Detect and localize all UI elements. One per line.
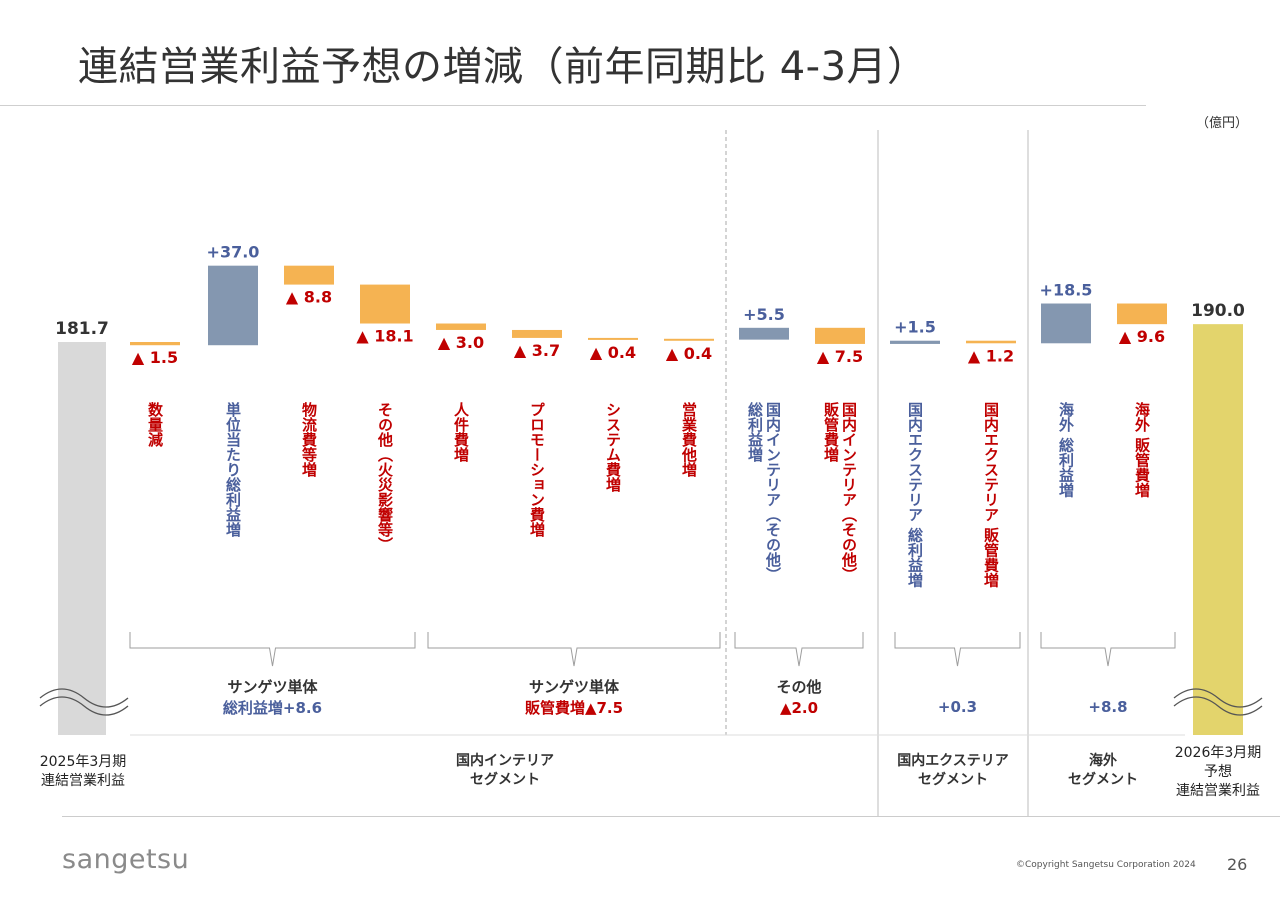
category-label-step-9-2: 総利益増 — [746, 401, 764, 463]
axis-break-start-2 — [39, 696, 129, 716]
group-label-4-1: +0.3 — [938, 698, 977, 716]
end-caption: 2026年3月期 予想連結営業利益 — [1153, 744, 1280, 801]
page-number: 26 — [1227, 855, 1248, 874]
end-caption-line-3: 連結営業利益 — [1176, 783, 1260, 799]
end-caption-line-2: 予想 — [1204, 764, 1232, 780]
segment-label-overseas: 海外 セグメント — [1028, 752, 1178, 790]
value-label-step-1: ▲ 1.5 — [132, 348, 178, 367]
bar-step-8 — [664, 338, 714, 341]
category-label-step-14: 海外 販管費増 — [1133, 401, 1151, 498]
value-label-step-12: ▲ 1.2 — [968, 346, 1014, 365]
category-label-step-13: 海外 総利益増 — [1057, 401, 1075, 498]
axis-break-start-1 — [39, 688, 129, 708]
segment-label-overseas-line-2: セグメント — [1068, 772, 1138, 788]
category-label-step-10-2: 販管費増 — [822, 401, 840, 463]
group-brace-2 — [427, 632, 721, 667]
copyright-text: ©Copyright Sangetsu Corporation 2024 — [1016, 860, 1196, 870]
value-label-step-11: +1.5 — [894, 318, 936, 337]
bar-step-1 — [130, 342, 180, 346]
value-label-step-5: ▲ 3.0 — [438, 333, 484, 352]
segment-label-interior: 国内インテリア セグメント — [405, 752, 605, 790]
category-label-step-7: システム費増 — [604, 402, 622, 493]
category-label-step-3: 物流費等増 — [300, 401, 318, 478]
segment-label-interior-line-1: 国内インテリア — [456, 753, 554, 769]
group-brace-3 — [734, 632, 864, 667]
value-label-step-10: ▲ 7.5 — [817, 347, 863, 366]
start-caption-line-2: 連結営業利益 — [41, 773, 125, 789]
category-label-step-10-1: 国内インテリア（その他） — [840, 402, 858, 582]
sangetsu-logo: sangetsu — [62, 844, 190, 875]
segment-label-interior-line-2: セグメント — [470, 772, 540, 788]
group-label-3-1: その他 — [776, 678, 821, 696]
value-label-step-6: ▲ 3.7 — [514, 341, 560, 360]
group-label-5-1: +8.8 — [1088, 698, 1127, 716]
value-label-step-7: ▲ 0.4 — [590, 343, 636, 362]
group-brace-1 — [129, 632, 416, 667]
bar-step-4 — [360, 284, 410, 324]
group-label-3-2: ▲2.0 — [780, 699, 818, 717]
title-divider — [0, 105, 1146, 106]
footer-divider — [62, 816, 1280, 817]
segment-label-exterior: 国内エクステリア セグメント — [878, 752, 1028, 790]
category-label-step-9-1: 国内インテリア（その他） — [764, 402, 782, 582]
group-label-2-1: サンゲツ単体 — [529, 678, 620, 696]
group-label-2-2: 販管費増▲7.5 — [525, 699, 623, 717]
bar-step-6 — [512, 329, 562, 338]
start-caption: 2025年3月期 連結営業利益 — [18, 753, 148, 791]
bar-step-13 — [1041, 303, 1091, 344]
value-label-step-9: +5.5 — [743, 305, 785, 324]
value-label-step-2: +37.0 — [207, 243, 260, 262]
bar-step-12 — [966, 340, 1016, 344]
category-label-step-12: 国内エクステリア 販管費増 — [982, 402, 1000, 588]
axis-break-end-2 — [1173, 696, 1263, 716]
category-label-step-5: 人件費増 — [452, 402, 470, 463]
category-label-step-11: 国内エクステリア 総利益増 — [906, 402, 924, 588]
group-label-1-1: サンゲツ単体 — [227, 678, 318, 696]
segment-label-exterior-line-2: セグメント — [918, 772, 988, 788]
category-label-step-1: 数量減 — [146, 401, 164, 448]
bar-step-11 — [890, 340, 940, 344]
category-label-step-2: 単位当たり総利益増 — [224, 401, 242, 538]
value-label-step-13: +18.5 — [1040, 281, 1093, 300]
start-caption-line-1: 2025年3月期 — [39, 754, 127, 770]
unit-label: （億円） — [1196, 116, 1249, 131]
bar-step-14 — [1117, 303, 1167, 325]
value-label-step-8: ▲ 0.4 — [666, 344, 712, 363]
value-label-step-3: ▲ 8.8 — [286, 288, 332, 307]
start-bar — [58, 342, 106, 735]
segment-label-overseas-line-1: 海外 — [1089, 753, 1117, 769]
bar-step-7 — [588, 337, 638, 340]
category-label-step-8: 営業費他増 — [680, 401, 698, 478]
end-bar — [1193, 324, 1243, 735]
segment-label-exterior-line-1: 国内エクステリア — [897, 753, 1009, 769]
bar-step-2 — [208, 265, 258, 346]
bar-step-9 — [739, 327, 789, 340]
end-caption-line-1: 2026年3月期 — [1174, 745, 1262, 761]
end-value-label: 190.0 — [1191, 301, 1245, 321]
group-label-1-2: 総利益増+8.6 — [223, 699, 322, 717]
value-label-step-4: ▲ 18.1 — [356, 327, 413, 346]
page-title: 連結営業利益予想の増減（前年同期比 4-3月） — [78, 44, 928, 90]
group-brace-4 — [894, 632, 1021, 667]
value-label-step-14: ▲ 9.6 — [1119, 327, 1165, 346]
bar-step-3 — [284, 265, 334, 285]
start-value-label: 181.7 — [55, 319, 109, 339]
bar-step-10 — [815, 327, 865, 344]
axis-break-end-1 — [1173, 688, 1263, 708]
bar-step-5 — [436, 323, 486, 330]
category-label-step-4: その他（火災影響等） — [376, 402, 394, 552]
group-brace-5 — [1040, 632, 1176, 667]
category-label-step-6: プロモーション費増 — [528, 402, 546, 538]
